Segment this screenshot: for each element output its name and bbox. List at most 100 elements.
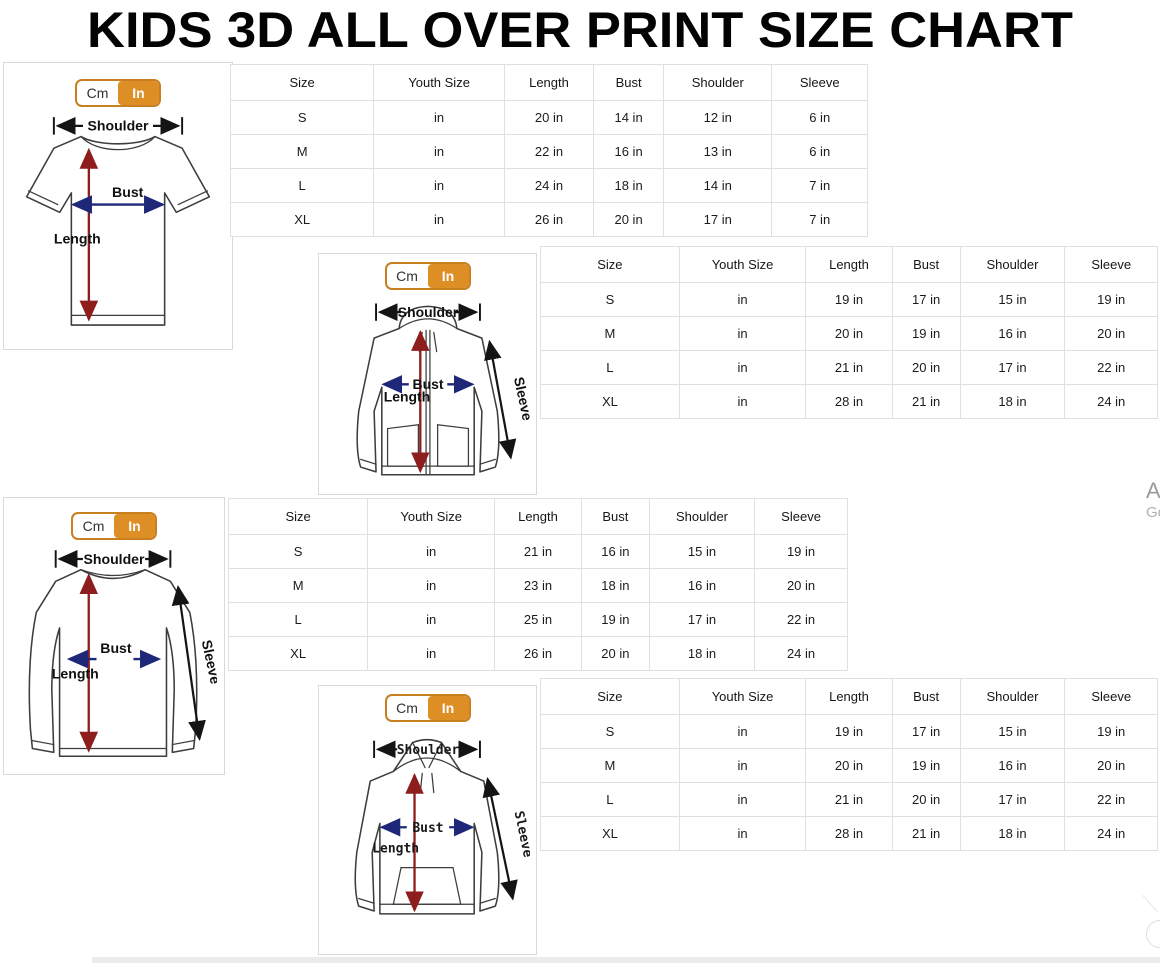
length-label: Length (52, 665, 99, 681)
unit-toggle: Cm In (75, 79, 161, 107)
sleeve-label: Sleeve (510, 375, 529, 422)
size-cell: XL (540, 384, 680, 419)
clipped-edge-circle (1146, 920, 1160, 948)
column-header: Shoulder (959, 246, 1066, 283)
size-cell: S (540, 282, 680, 317)
measurement-cell: in (373, 100, 505, 135)
column-header: Length (494, 498, 582, 535)
measurement-cell: 18 in (580, 568, 650, 603)
in-button[interactable]: In (427, 696, 469, 720)
measurement-cell: in (678, 316, 807, 351)
tshirt-diagram: Shoulder Length Bust (25, 116, 211, 326)
measurement-cell: 18 in (959, 816, 1066, 851)
cm-button[interactable]: Cm (82, 518, 105, 534)
measurement-cell: 18 in (648, 636, 756, 671)
tshirt-panel: Cm In Shoulder Length Bust (3, 62, 233, 350)
cm-button[interactable]: Cm (396, 700, 418, 716)
measurement-cell: 19 in (1064, 282, 1158, 317)
column-header: Youth Size (678, 678, 807, 715)
measurement-cell: 22 in (754, 602, 848, 637)
measurement-cell: in (678, 748, 807, 783)
long-sleeve-outline (28, 568, 198, 758)
measurement-cell: 16 in (593, 134, 665, 169)
measurement-cell: 21 in (891, 384, 961, 419)
measurement-cell: 28 in (805, 816, 893, 851)
size-cell: S (227, 534, 369, 569)
hoodie-panel: Cm In Shoulder Length (318, 685, 537, 955)
column-header: Sleeve (1064, 246, 1158, 283)
size-cell: XL (227, 636, 369, 671)
column-header: Sleeve (771, 64, 868, 101)
size-cell: M (229, 134, 375, 169)
size-cell: L (540, 782, 680, 817)
column-header: Youth Size (373, 64, 505, 101)
cm-button[interactable]: Cm (396, 268, 418, 284)
measurement-cell: 18 in (593, 168, 665, 203)
in-button[interactable]: In (114, 514, 155, 538)
measurement-cell: 19 in (891, 316, 961, 351)
measurement-cell: 22 in (1064, 350, 1158, 385)
hoodie-diagram: Shoulder Length Bust Sleeve (353, 738, 530, 915)
measurement-cell: 6 in (771, 100, 868, 135)
size-cell: S (540, 714, 680, 749)
length-arrow: Length (372, 772, 424, 913)
column-header: Length (503, 64, 595, 101)
measurement-cell: 14 in (593, 100, 665, 135)
column-header: Size (227, 498, 369, 535)
size-cell: XL (540, 816, 680, 851)
measurement-cell: in (373, 168, 505, 203)
measurement-cell: 25 in (494, 602, 582, 637)
shoulder-arrow: Shoulder (372, 740, 481, 759)
cm-button[interactable]: Cm (86, 85, 109, 101)
shoulder-label: Shoulder (83, 551, 145, 567)
measurement-cell: in (367, 534, 496, 569)
sleeve-label: Sleeve (510, 810, 529, 859)
measurement-cell: in (678, 714, 807, 749)
measurement-cell: 21 in (494, 534, 582, 569)
measurement-cell: 22 in (503, 134, 595, 169)
in-button[interactable]: In (427, 264, 469, 288)
measurement-cell: 17 in (891, 714, 961, 749)
measurement-cell: in (678, 782, 807, 817)
size-cell: L (540, 350, 680, 385)
length-label: Length (372, 841, 419, 856)
measurement-cell: 16 in (959, 748, 1066, 783)
measurement-cell: in (367, 602, 496, 637)
measurement-cell: 15 in (648, 534, 756, 569)
zip-hoodie-panel: Cm In Shoulder Length (318, 253, 537, 495)
bottom-scroll-strip (92, 957, 1160, 963)
page-title: KIDS 3D ALL OVER PRINT SIZE CHART (87, 2, 1073, 58)
measurement-cell: 16 in (959, 316, 1066, 351)
measurement-cell: 17 in (648, 602, 756, 637)
column-header: Shoulder (959, 678, 1066, 715)
measurement-cell: 24 in (1064, 816, 1158, 851)
measurement-cell: 24 in (1064, 384, 1158, 419)
measurement-cell: in (367, 636, 496, 671)
measurement-cell: in (678, 384, 807, 419)
measurement-cell: 16 in (648, 568, 756, 603)
measurement-cell: 7 in (771, 168, 868, 203)
table-row: XL in 26 in 20 in 17 in 7 in (229, 202, 868, 237)
bust-label: Bust (412, 376, 443, 392)
measurement-cell: 15 in (959, 282, 1066, 317)
measurement-cell: 24 in (503, 168, 595, 203)
column-header: Bust (891, 246, 961, 283)
measurement-cell: 7 in (771, 202, 868, 237)
bust-arrow: Bust (66, 640, 162, 669)
header-row: Size Youth Size Length Bust Shoulder Sleeve (540, 246, 1158, 283)
measurement-cell: 14 in (663, 168, 773, 203)
column-header: Shoulder (663, 64, 773, 101)
long-sleeve-diagram: Shoulder Length Bust Sleeve (28, 550, 217, 758)
clipped-edge-text-2: Go (1146, 504, 1160, 521)
tshirt-outline (25, 135, 211, 326)
in-button[interactable]: In (118, 81, 159, 105)
measurement-cell: 20 in (754, 568, 848, 603)
clipped-edge-mark (1142, 894, 1158, 913)
